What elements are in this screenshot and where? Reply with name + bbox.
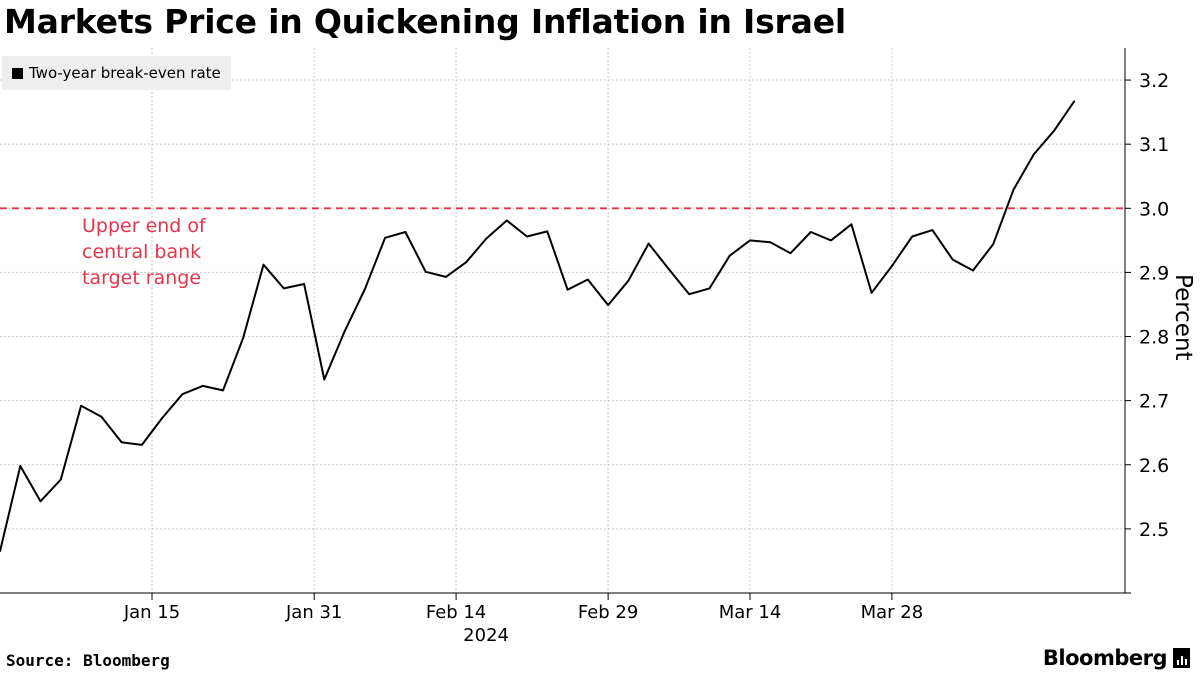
data-point (384, 236, 386, 239)
data-point (1073, 100, 1076, 103)
data-point (424, 270, 427, 273)
y-tick-label: 2.9 (1139, 262, 1169, 284)
data-point (870, 292, 873, 294)
data-point (201, 385, 204, 387)
data-point (282, 287, 285, 290)
data-point (60, 478, 62, 481)
x-tick-label: Mar 14 (719, 602, 782, 623)
chart-title: Markets Price in Quickening Inflation in… (4, 2, 846, 41)
data-point (1012, 188, 1015, 191)
y-tick-label: 3.1 (1139, 134, 1169, 156)
data-point (546, 230, 549, 233)
series-line-two-year-break-even (0, 100, 1076, 552)
x-tick-label: Feb 14 (426, 602, 487, 623)
threshold-annotation-line-1: Upper end of (82, 215, 206, 237)
data-point (769, 241, 772, 244)
data-point (485, 237, 488, 240)
y-tick-label: 2.5 (1139, 519, 1169, 541)
data-point (810, 231, 812, 233)
y-tick-label: 3.2 (1139, 70, 1169, 92)
data-point (789, 252, 792, 254)
data-point (1032, 153, 1035, 156)
y-tick-label: 2.8 (1139, 327, 1169, 349)
brand-name: Bloomberg (1042, 646, 1168, 670)
x-tick-label: Feb 29 (578, 602, 639, 623)
threshold-annotation-line-2: central bank (82, 241, 202, 263)
data-point (627, 279, 630, 282)
threshold-annotation-line-3: target range (82, 267, 202, 289)
data-point (161, 417, 163, 419)
data-point (931, 229, 934, 231)
data-point (1053, 129, 1055, 132)
data-point (566, 288, 569, 291)
legend-label: Two-year break-even rate (29, 64, 221, 82)
y-axis-title: Percent (1170, 274, 1196, 361)
data-point (19, 465, 22, 467)
data-point (222, 389, 224, 392)
data-point (120, 441, 123, 444)
data-point (951, 258, 954, 261)
data-point (39, 500, 42, 503)
gridlines (0, 48, 1125, 593)
data-point (830, 239, 832, 242)
y-tick-label: 2.7 (1139, 391, 1169, 413)
x-tick-label: Jan 31 (285, 602, 342, 623)
data-point (181, 393, 184, 396)
data-point (465, 261, 468, 263)
data-point (891, 265, 893, 267)
x-axis-year-label: 2024 (463, 625, 509, 646)
data-point (0, 550, 1, 553)
data-point (141, 444, 143, 446)
data-point (708, 287, 711, 290)
data-point (242, 337, 245, 339)
legend: Two-year break-even rate (2, 56, 231, 90)
data-point (749, 239, 751, 242)
data-point (262, 263, 265, 266)
data-point (343, 330, 346, 333)
source-note: Source: Bloomberg (6, 651, 170, 670)
data-point (972, 269, 974, 272)
tick-labels: 2.5 2.6 2.7 2.8 2.9 3.0 3.1 3.2 Jan 15 Jan 31 Feb … (123, 70, 1196, 646)
data-point (647, 242, 650, 245)
x-tick-label: Mar 28 (861, 602, 924, 623)
legend-swatch (12, 67, 23, 79)
data-point (526, 235, 528, 238)
axes (0, 48, 1131, 600)
data-point (668, 268, 670, 271)
bloomberg-terminal-icon (1173, 648, 1190, 668)
data-point (80, 404, 82, 407)
data-point (587, 278, 589, 281)
data-point (404, 231, 407, 233)
data-point (850, 223, 853, 226)
data-point (992, 243, 995, 245)
data-point (100, 415, 103, 418)
data-point (323, 378, 326, 381)
brand-logo: Bloomberg (1043, 646, 1190, 670)
x-tick-label: Jan 15 (123, 602, 180, 623)
y-tick-label: 3.0 (1139, 198, 1169, 220)
y-tick-label: 2.6 (1139, 455, 1169, 477)
data-point (505, 219, 508, 222)
data-point (911, 235, 913, 238)
data-point (688, 293, 690, 296)
data-point (607, 304, 609, 306)
data-point (303, 283, 305, 285)
data-point (445, 276, 447, 278)
data-point (364, 288, 366, 290)
data-point (728, 254, 731, 257)
series-group (0, 100, 1076, 553)
